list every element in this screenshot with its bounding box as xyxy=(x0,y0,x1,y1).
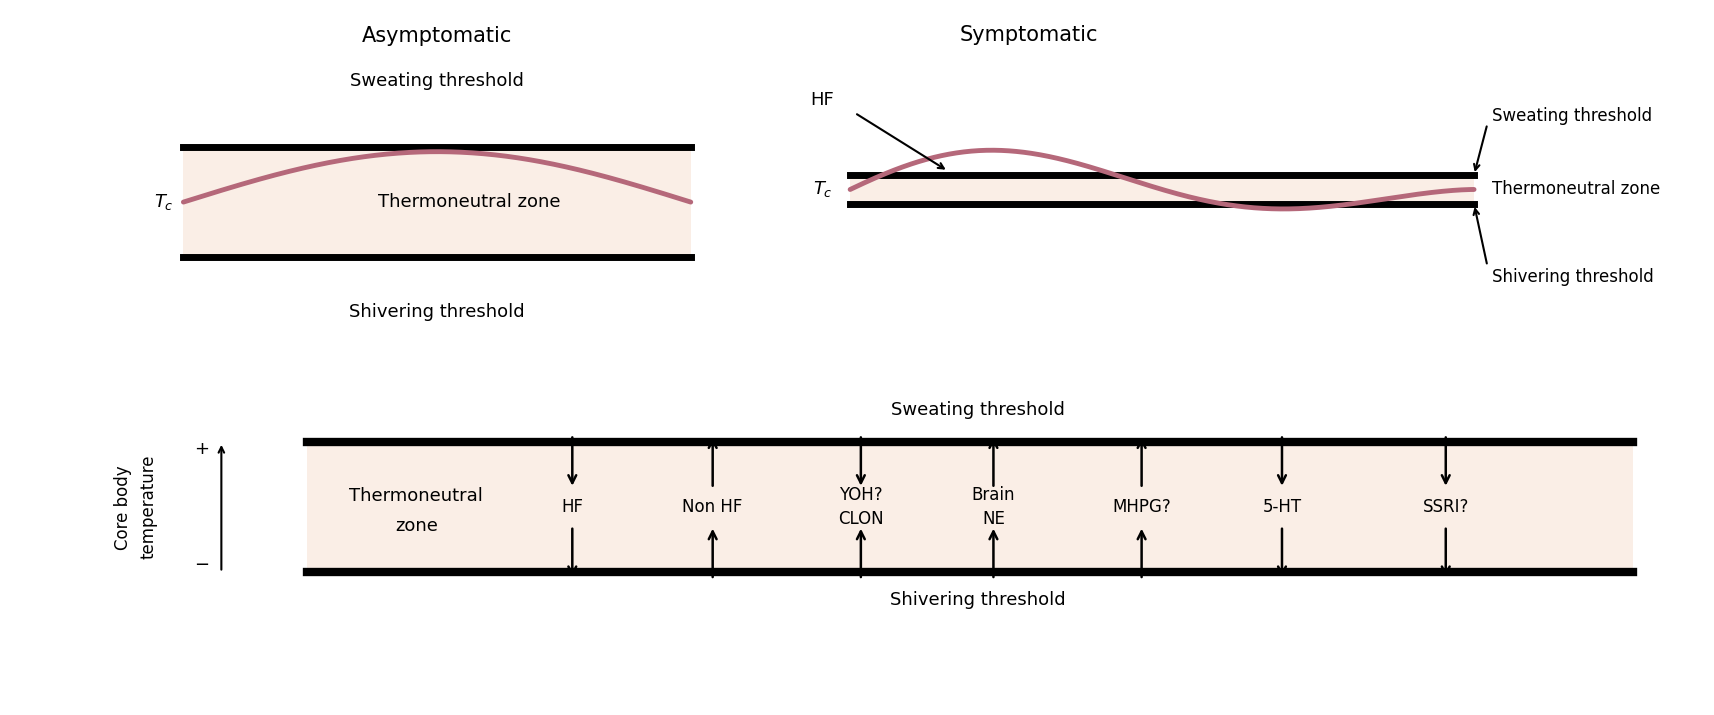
Text: $T_c$: $T_c$ xyxy=(812,179,833,199)
Text: −: − xyxy=(194,556,209,574)
Text: Thermoneutral: Thermoneutral xyxy=(350,487,483,505)
Bar xyxy=(307,442,1633,573)
Text: Symptomatic: Symptomatic xyxy=(960,25,1097,45)
Text: +: + xyxy=(194,440,209,458)
Text: zone: zone xyxy=(394,517,437,535)
Text: Sweating threshold: Sweating threshold xyxy=(350,72,524,90)
Text: Non HF: Non HF xyxy=(682,498,742,516)
Text: Brain
NE: Brain NE xyxy=(972,486,1015,528)
Text: 5-HT: 5-HT xyxy=(1263,498,1301,516)
Text: SSRI?: SSRI? xyxy=(1423,498,1469,516)
Text: Shivering threshold: Shivering threshold xyxy=(350,303,524,321)
Text: MHPG?: MHPG? xyxy=(1112,498,1171,516)
Bar xyxy=(850,175,1474,204)
Text: Core body
temperature: Core body temperature xyxy=(115,455,158,559)
Text: Thermoneutral zone: Thermoneutral zone xyxy=(1491,180,1661,199)
Text: HF: HF xyxy=(811,91,833,109)
Text: Shivering threshold: Shivering threshold xyxy=(890,591,1066,609)
Text: Thermoneutral zone: Thermoneutral zone xyxy=(377,193,560,211)
Text: $T_c$: $T_c$ xyxy=(154,192,173,212)
Text: Sweating threshold: Sweating threshold xyxy=(891,400,1064,419)
Text: YOH?
CLON: YOH? CLON xyxy=(838,486,884,528)
Text: Sweating threshold: Sweating threshold xyxy=(1491,107,1652,125)
Text: Shivering threshold: Shivering threshold xyxy=(1491,268,1654,286)
Text: HF: HF xyxy=(560,498,583,516)
Bar xyxy=(183,147,691,257)
Text: Asymptomatic: Asymptomatic xyxy=(362,26,512,46)
